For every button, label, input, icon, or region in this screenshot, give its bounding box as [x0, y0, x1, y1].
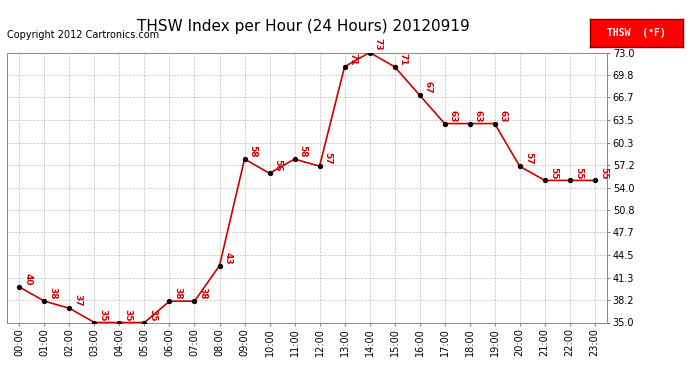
Text: THSW  (°F): THSW (°F): [607, 28, 666, 38]
Point: [564, 177, 575, 183]
Point: [389, 64, 400, 70]
Point: [514, 163, 525, 169]
Point: [164, 298, 175, 304]
Text: 71: 71: [348, 53, 357, 65]
Point: [89, 320, 100, 326]
Text: 58: 58: [248, 145, 257, 158]
Point: [589, 177, 600, 183]
Point: [139, 320, 150, 326]
Point: [114, 320, 125, 326]
Point: [264, 170, 275, 176]
Text: 35: 35: [99, 309, 108, 321]
Text: 55: 55: [574, 166, 583, 179]
Point: [314, 163, 325, 169]
Text: 35: 35: [124, 309, 132, 321]
Point: [214, 262, 225, 268]
Text: 71: 71: [399, 53, 408, 65]
Point: [439, 120, 450, 126]
Point: [239, 156, 250, 162]
Text: 43: 43: [224, 252, 233, 264]
Point: [464, 120, 475, 126]
Text: 57: 57: [524, 152, 533, 165]
Text: 38: 38: [48, 287, 57, 300]
Text: 63: 63: [448, 110, 457, 122]
Text: THSW Index per Hour (24 Hours) 20120919: THSW Index per Hour (24 Hours) 20120919: [137, 19, 470, 34]
Text: 63: 63: [499, 110, 508, 122]
Text: 37: 37: [74, 294, 83, 307]
Text: 67: 67: [424, 81, 433, 94]
Text: 55: 55: [599, 166, 608, 179]
Point: [339, 64, 350, 70]
Text: 57: 57: [324, 152, 333, 165]
Text: 58: 58: [299, 145, 308, 158]
Text: 56: 56: [274, 159, 283, 172]
Text: 35: 35: [148, 309, 157, 321]
Text: 40: 40: [23, 273, 32, 286]
Point: [14, 284, 25, 290]
Point: [289, 156, 300, 162]
Text: 38: 38: [199, 287, 208, 300]
Point: [489, 120, 500, 126]
Point: [414, 92, 425, 98]
Text: 38: 38: [174, 287, 183, 300]
Point: [64, 305, 75, 311]
Text: 63: 63: [474, 110, 483, 122]
Text: Copyright 2012 Cartronics.com: Copyright 2012 Cartronics.com: [7, 30, 159, 40]
Point: [364, 50, 375, 55]
Text: 73: 73: [374, 39, 383, 51]
Point: [39, 298, 50, 304]
Point: [189, 298, 200, 304]
Point: [539, 177, 550, 183]
Text: 55: 55: [549, 166, 558, 179]
